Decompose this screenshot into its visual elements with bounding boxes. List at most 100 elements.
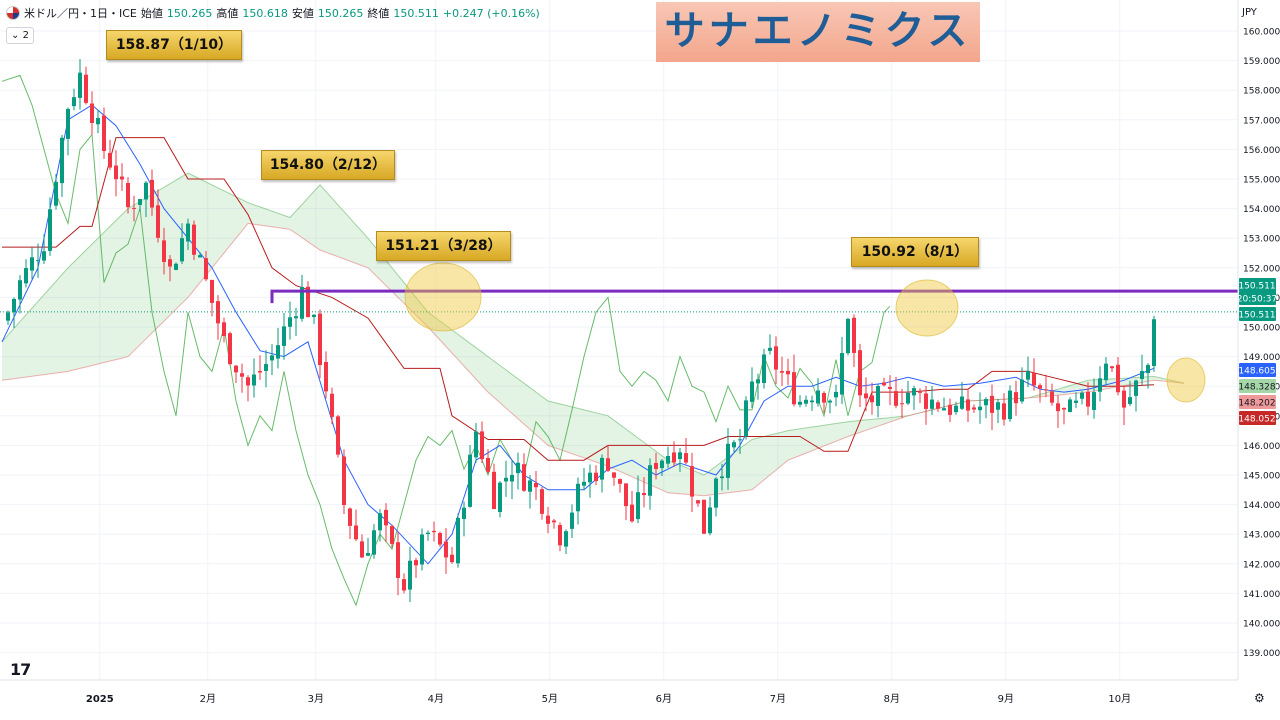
cloud-segment (620, 424, 626, 475)
indicator-toggle[interactable]: ⌄ 2 (6, 27, 34, 44)
cloud-segment (26, 308, 32, 378)
cloud-segment (698, 472, 704, 496)
cloud-segment (164, 183, 170, 322)
tradingview-logo[interactable]: 17 (10, 660, 31, 679)
y-tick-label: 144.000 (1243, 501, 1280, 511)
cloud-segment (626, 429, 632, 477)
cloud-segment (344, 211, 350, 262)
candle-body (1014, 392, 1018, 404)
indicator-count: 2 (22, 30, 29, 41)
symbol-header[interactable]: 米ドル／円・1日・ICE 始値 150.265 高値 150.618 安値 150.2… (6, 5, 540, 21)
candle-body (564, 531, 568, 547)
candle-body (1104, 363, 1108, 381)
cloud-segment (140, 197, 146, 345)
y-tick-label: 149.000 (1243, 353, 1280, 363)
cloud-segment (80, 250, 86, 369)
candle-body (432, 530, 436, 533)
candle-body (1122, 390, 1126, 408)
annotation-high-mar: 151.21（3/28） (376, 231, 511, 261)
candle-body (288, 317, 292, 327)
candle-body (150, 179, 154, 208)
cloud-segment (230, 193, 236, 246)
x-tick-label: 5月 (542, 693, 558, 705)
candles (6, 59, 1156, 603)
candle-body (378, 513, 382, 531)
candle-body (684, 453, 688, 463)
cloud-segment (266, 209, 272, 227)
candle-body (54, 181, 58, 206)
candle-body (708, 507, 712, 534)
price-tag-label: 150.511 (1238, 282, 1275, 292)
cloud-segment (308, 191, 314, 246)
cloud-segment (824, 424, 830, 446)
candle-body (666, 455, 670, 464)
candle-body (810, 400, 814, 403)
cloud-segment (8, 328, 14, 380)
candle-body (648, 465, 652, 496)
candle-body (1086, 391, 1090, 407)
cloud-segment (704, 470, 710, 496)
candle-body (276, 345, 280, 359)
cloud-segment (536, 392, 542, 441)
candle-body (474, 431, 478, 458)
cloud-segment (68, 261, 74, 372)
price-tag (1239, 278, 1276, 292)
cloud-segment (1040, 392, 1046, 397)
cloud-segment (440, 321, 446, 347)
candle-body (60, 137, 64, 184)
cloud-segment (764, 435, 770, 480)
cloud-segment (794, 428, 800, 458)
candle-body (420, 534, 424, 565)
candle-body (294, 316, 298, 319)
x-tick-label: 2月 (200, 693, 216, 705)
candle-body (522, 464, 526, 491)
high-label: 高値 (216, 7, 239, 20)
cloud-segment (560, 403, 566, 452)
candle-body (468, 454, 472, 507)
cloud-segment (194, 176, 200, 290)
candle-body (72, 97, 76, 107)
cloud-segment (104, 226, 110, 363)
candle-body (540, 489, 544, 514)
candle-body (282, 326, 286, 346)
price-tag-label: 148.328 (1238, 383, 1275, 393)
cloud-segment (38, 294, 44, 376)
candle-body (756, 379, 760, 384)
cloud-segment (596, 412, 602, 465)
annotation-high-feb: 154.80（2/12） (261, 150, 395, 180)
x-tick-label: 9月 (998, 693, 1014, 705)
candle-body (516, 462, 520, 474)
cloud-segment (752, 438, 758, 490)
close-value: 150.511 (393, 6, 439, 20)
candle-body (1050, 391, 1054, 403)
cloud-segment (128, 205, 134, 357)
price-tag-label: 20:50:37 (1237, 295, 1277, 305)
cloud-segment (260, 206, 266, 226)
cloud-segment (134, 201, 140, 351)
candle-body (246, 377, 250, 386)
banner-text: サナエノミクス (664, 8, 972, 54)
cloud-segment (272, 211, 278, 228)
y-tick-label: 155.000 (1243, 176, 1280, 186)
candle-body (414, 560, 418, 566)
symbol-title[interactable]: 米ドル／円・1日・ICE (24, 7, 137, 20)
x-tick-label: 4月 (428, 693, 444, 705)
gear-icon[interactable]: ⚙ (1254, 691, 1265, 705)
candle-body (30, 257, 34, 271)
candle-body (1140, 371, 1144, 379)
candle-body (966, 399, 970, 411)
cloud-segment (206, 181, 212, 276)
cloud-segment (350, 218, 356, 264)
candle-body (66, 108, 70, 139)
candle-body (162, 240, 166, 262)
y-tick-label: 141.000 (1243, 590, 1280, 600)
candle-body (822, 392, 826, 403)
price-tag-label: 148.052 (1238, 415, 1275, 425)
cloud-segment (848, 421, 854, 437)
candle-body (834, 391, 838, 398)
cloud-segment (182, 173, 188, 304)
candle-body (330, 393, 334, 417)
candle-body (138, 199, 142, 205)
x-tick-label: 2025 (86, 694, 114, 705)
